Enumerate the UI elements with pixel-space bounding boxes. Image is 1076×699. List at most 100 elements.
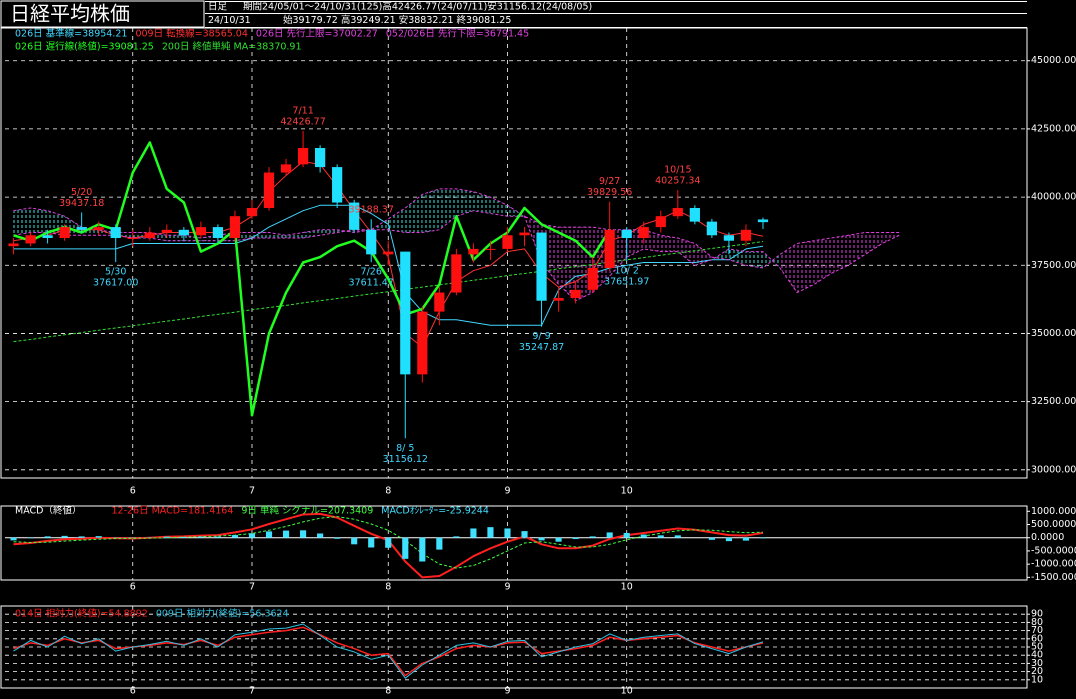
cloud-fill [473,191,491,214]
y-tick-label: -500.0000 [1031,545,1076,556]
panel-frame [0,505,1028,581]
candle-body [536,232,547,301]
legend-entry: 009日 転換線=38565.04 [135,28,247,40]
candle-body [706,221,717,236]
histogram-bar [351,537,358,545]
candle-body [587,268,598,290]
x-tick-label: 9 [504,582,510,593]
legend-entry: 9日 単純 シグナル=207.3409 [241,505,373,517]
candle-body [400,251,411,375]
candle-body [434,292,445,312]
x-tick-label: 8 [385,686,391,697]
histogram-bar [385,537,392,548]
y-tick-label: 10 [1031,674,1043,685]
annotation-value: 39437.18 [59,198,104,209]
cloud-fill [286,232,304,238]
cloud-fill [13,208,31,236]
x-tick-label: 7 [249,686,255,697]
histogram-bar [521,531,528,538]
x-tick-label: 10 [621,686,633,697]
histogram-bar [317,533,324,538]
histogram-bar [555,537,562,542]
legend-entry: 014日 相対力(終値)=54.8892 [15,608,148,620]
histogram-bar [300,530,307,538]
cloud-fill [303,229,321,238]
panel-frame [0,27,1028,479]
histogram-bar [282,530,290,538]
candle-body [144,232,155,238]
cloud-fill [269,232,287,238]
candle-body [332,167,343,203]
histogram-bar [231,535,239,538]
x-tick-label: 9 [504,686,510,697]
candle-body [604,229,615,268]
candle-body [553,298,564,301]
annotation-date: 7/11 [292,105,313,116]
cloud-fill [745,251,763,268]
x-tick-label: 7 [249,486,255,497]
candle-body [366,229,377,255]
histogram-bar [589,536,596,538]
title-box [0,0,205,28]
candle-body [59,227,70,238]
series-line [13,623,764,679]
x-tick-label: 10 [621,582,633,593]
header-title: 日経平均株価 [10,2,130,26]
histogram-bar [623,532,630,538]
series-line [13,188,900,302]
annotation-date: 9/27 [599,176,620,187]
histogram-bar [10,537,17,541]
y-tick-label: 37500.00 [1031,260,1076,271]
histogram-bar [163,536,170,538]
cloud-fill [337,229,355,233]
histogram-bar [640,534,647,538]
candle-body [76,227,87,230]
x-tick-label: 6 [130,686,136,697]
annotation-date: 5/20 [71,187,92,198]
candle-body [757,219,769,223]
y-tick-label: 60 [1031,633,1043,644]
cloud-fill [166,235,184,241]
histogram-bar [27,537,34,539]
series-line [13,241,764,343]
y-tick-label: 32500.00 [1031,396,1076,407]
cloud-fill [797,240,815,293]
legend-entry: 026日 遅行線(終値)=39081.25 [15,41,154,53]
cloud-fill [677,238,695,266]
candle-body [451,254,462,293]
cloud-fill [831,235,849,274]
y-tick-label: 70 [1031,625,1043,636]
y-tick-label: 30000.00 [1031,464,1076,475]
candle-body [519,232,530,236]
annotation-value: 37651.97 [604,277,649,288]
candle-body [93,227,104,230]
candle-body [740,229,752,241]
series-line [13,204,764,326]
cloud-fill [405,194,423,233]
candle-body [25,235,36,244]
cloud-fill [320,229,338,236]
candle-body [468,248,479,255]
legend-entry: MACDｵｼﾚｰﾀｰ=-25.9244 [381,506,489,517]
series-line [13,210,900,269]
histogram-bar [95,536,102,538]
candle-body [8,243,19,247]
annotation-date: 8/ 5 [396,443,414,454]
cloud-fill [558,227,576,301]
candle-body [127,238,138,239]
candle-body [263,172,275,208]
annotation-date: 10/15 [664,165,691,176]
cloud-fill [30,208,48,233]
legend-entry: 009日 相対力(終値)=56.3624 [156,608,289,620]
annotation-date: 10/ 2 [615,266,639,277]
panel-title: MACD（終値） [15,505,81,517]
candle-body [280,164,292,173]
histogram-bar [759,537,767,539]
cloud-fill [660,235,678,252]
x-tick-label: 7 [249,582,255,593]
histogram-bar [538,537,545,541]
header-bar: 日足 [208,2,228,13]
histogram-bar [419,537,426,562]
